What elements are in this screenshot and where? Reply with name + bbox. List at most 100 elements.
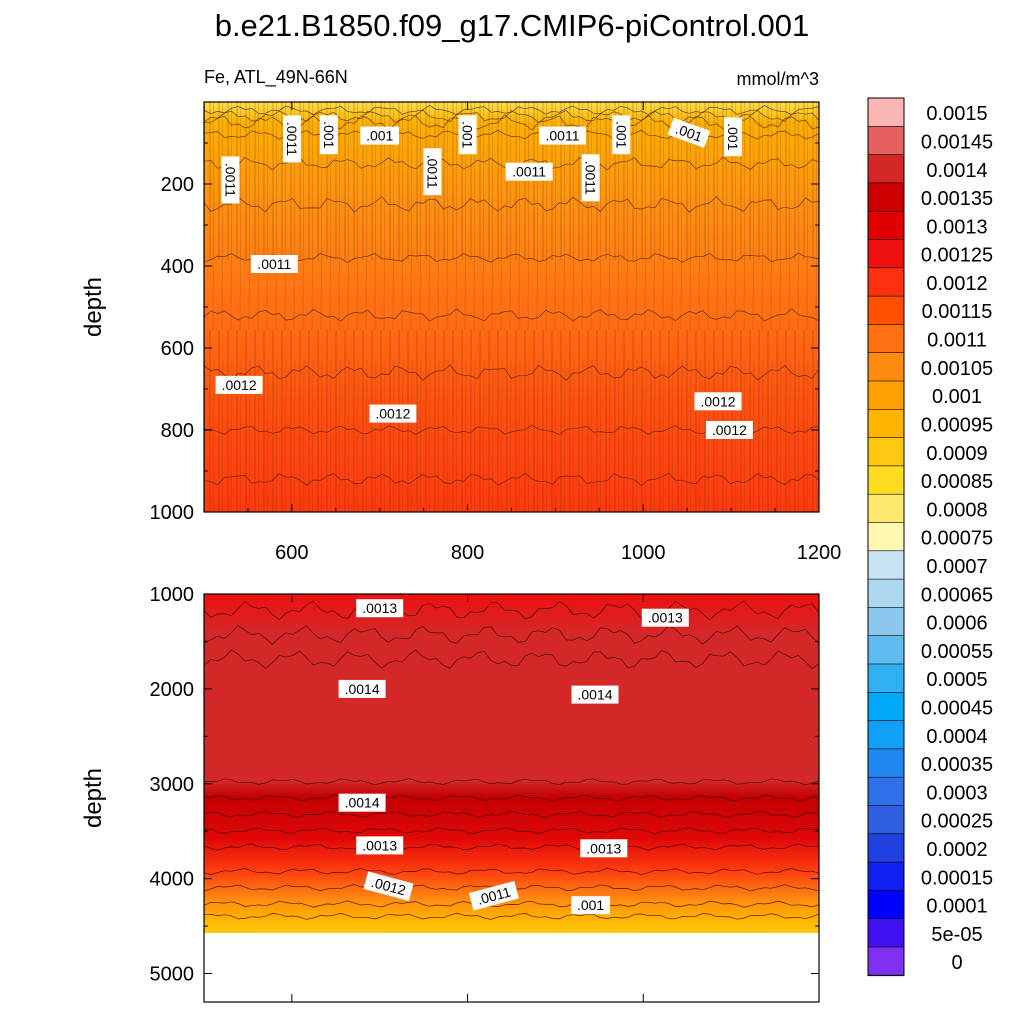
top-xtick-label: 1200 xyxy=(797,542,842,564)
colorbar-swatch xyxy=(867,437,905,467)
top-ylabel: depth xyxy=(80,277,107,337)
colorbar-swatch xyxy=(867,380,905,411)
bottom-contour-label-box xyxy=(468,880,519,911)
bottom-contour-line xyxy=(203,794,820,802)
bottom-ytick-label: 2000 xyxy=(150,679,195,701)
bottom-contour-label: .0013 xyxy=(641,608,689,627)
top-contour-label-box xyxy=(221,156,240,204)
bottom-contour-line xyxy=(203,900,820,908)
top-ytick-label: 1000 xyxy=(150,502,195,524)
colorbar-swatch xyxy=(867,493,905,524)
colorbar-label: 0.0007 xyxy=(926,556,987,578)
top-contour-label: .0012 xyxy=(215,375,263,394)
colorbar-label: 0.00025 xyxy=(921,811,993,833)
top-contour-label-box xyxy=(250,255,298,273)
colorbar-label: 0.0008 xyxy=(926,499,987,521)
top-contour-label-text: .0012 xyxy=(222,377,257,393)
colorbar-label: 0.00045 xyxy=(921,698,993,720)
top-contour-label-text: .0012 xyxy=(375,406,410,422)
bottom-plot-frame xyxy=(203,593,820,1003)
bottom-ytick-label: 3000 xyxy=(150,774,195,796)
top-panel: .0011.001.001.001.0011.001.001.001.0011.… xyxy=(80,67,841,564)
bottom-contour-label: .0013 xyxy=(356,836,404,855)
top-contour-label-text: .001 xyxy=(460,121,476,148)
bottom-contour-line xyxy=(203,867,820,875)
colorbar-swatch xyxy=(867,890,905,920)
bottom-contour-label: .0013 xyxy=(580,839,628,858)
top-contour-label-box xyxy=(581,154,600,202)
bottom-contour-line xyxy=(203,649,820,670)
units-label: mmol/m^3 xyxy=(737,69,819,89)
bottom-contour-label-text: .0013 xyxy=(362,837,397,853)
bottom-panel: .0013 .0013 .0014 .0014 .0014 .0013 .0013 .001 2… xyxy=(80,584,820,1003)
top-contour-label: .001 xyxy=(458,115,477,155)
colorbar-label: 0.00115 xyxy=(922,301,993,323)
top-contour-label: .0012 xyxy=(694,392,742,411)
bottom-contour-line xyxy=(203,600,820,621)
top-contour-line xyxy=(203,109,820,124)
top-contour-label-box xyxy=(423,148,442,196)
top-contour-label-text: .0011 xyxy=(583,161,599,195)
colorbar-swatch xyxy=(867,550,905,580)
bottom-contour-label: .0013 xyxy=(356,599,404,618)
colorbar-swatch xyxy=(867,126,905,156)
top-contour-label-text: .0011 xyxy=(546,128,580,144)
top-contour-label-text: .0011 xyxy=(424,155,440,189)
top-contour-line xyxy=(203,196,820,213)
bottom-contour-label: .0014 xyxy=(338,679,386,698)
colorbar-swatch xyxy=(867,748,905,779)
colorbar-label: 0.001 xyxy=(932,386,982,408)
top-contour-label-box xyxy=(282,115,301,163)
colorbar-label: 0.00085 xyxy=(921,471,993,493)
top-contour-label-text: .0011 xyxy=(284,122,300,156)
colorbar-label: 0 xyxy=(951,952,962,974)
top-contour-line xyxy=(203,104,820,116)
colorbar-swatch xyxy=(867,776,905,807)
top-ytick-label: 400 xyxy=(161,256,194,278)
bottom-contour-label: .0014 xyxy=(571,685,619,704)
colorbar-swatch xyxy=(867,465,905,495)
bottom-contour-label-text: .001 xyxy=(577,897,604,913)
top-contour-label-box xyxy=(369,404,417,423)
bottom-contour-label-box xyxy=(356,599,404,618)
top-contour-label-box xyxy=(694,392,742,411)
top-axis-ticks: 200 400 600 800 1000 600 800 1000 1200 xyxy=(150,102,842,564)
bottom-contour-label-box xyxy=(580,839,628,858)
colorbar-label: 0.0005 xyxy=(926,669,987,691)
colorbar-swatch xyxy=(867,408,905,439)
bottom-contour-label-box xyxy=(356,836,404,855)
colorbar-label: 0.0011 xyxy=(927,330,987,352)
bottom-contour-label-text: .0014 xyxy=(577,687,612,703)
top-contour-label-box xyxy=(667,117,711,148)
bottom-contour-labels: .0013.0013.0014.0014.0014.0013.0013.0012… xyxy=(338,599,689,915)
colorbar-swatch xyxy=(867,324,905,354)
top-contour-label: .0011 xyxy=(539,126,586,145)
top-xtick-label: 800 xyxy=(451,542,484,564)
bottom-ytick-label: 5000 xyxy=(150,964,195,986)
colorbar-swatch xyxy=(867,182,905,212)
top-ytick-label: 200 xyxy=(161,174,194,196)
top-contour-label-text: .0011 xyxy=(222,163,238,197)
colorbar-swatch xyxy=(867,663,905,694)
colorbar-label: 0.00135 xyxy=(921,188,993,210)
bottom-contour-label-text: .0013 xyxy=(648,610,683,626)
top-contour-label-box xyxy=(360,126,400,145)
colorbar-swatch xyxy=(867,607,905,637)
bottom-contour-line xyxy=(203,778,820,786)
colorbar-label: 0.0012 xyxy=(926,273,987,295)
colorbar: 0.0015 0.00145 0.0014 0.00135 0.0013 0.00125 0… xyxy=(867,97,993,977)
colorbar-swatch xyxy=(867,97,905,128)
bottom-contour-label-box xyxy=(641,608,689,627)
top-contour-label: .001 xyxy=(319,115,338,155)
top-contour-line xyxy=(203,114,820,131)
top-contour-label: .0011 xyxy=(282,115,301,163)
bottom-contour-line xyxy=(204,912,820,920)
top-contour-label-text: .0011 xyxy=(257,256,291,272)
colorbar-label: 0.0015 xyxy=(926,103,987,125)
top-contour-label-text: .0012 xyxy=(700,393,735,409)
bottom-contour-label-text: .0014 xyxy=(345,681,380,697)
top-contour-label: .001 xyxy=(360,126,400,145)
top-contour-line xyxy=(203,129,820,140)
bottom-axis-ticks: 1000 2000 3000 4000 5000 xyxy=(150,584,820,1002)
bottom-contour-label-box xyxy=(338,793,386,812)
